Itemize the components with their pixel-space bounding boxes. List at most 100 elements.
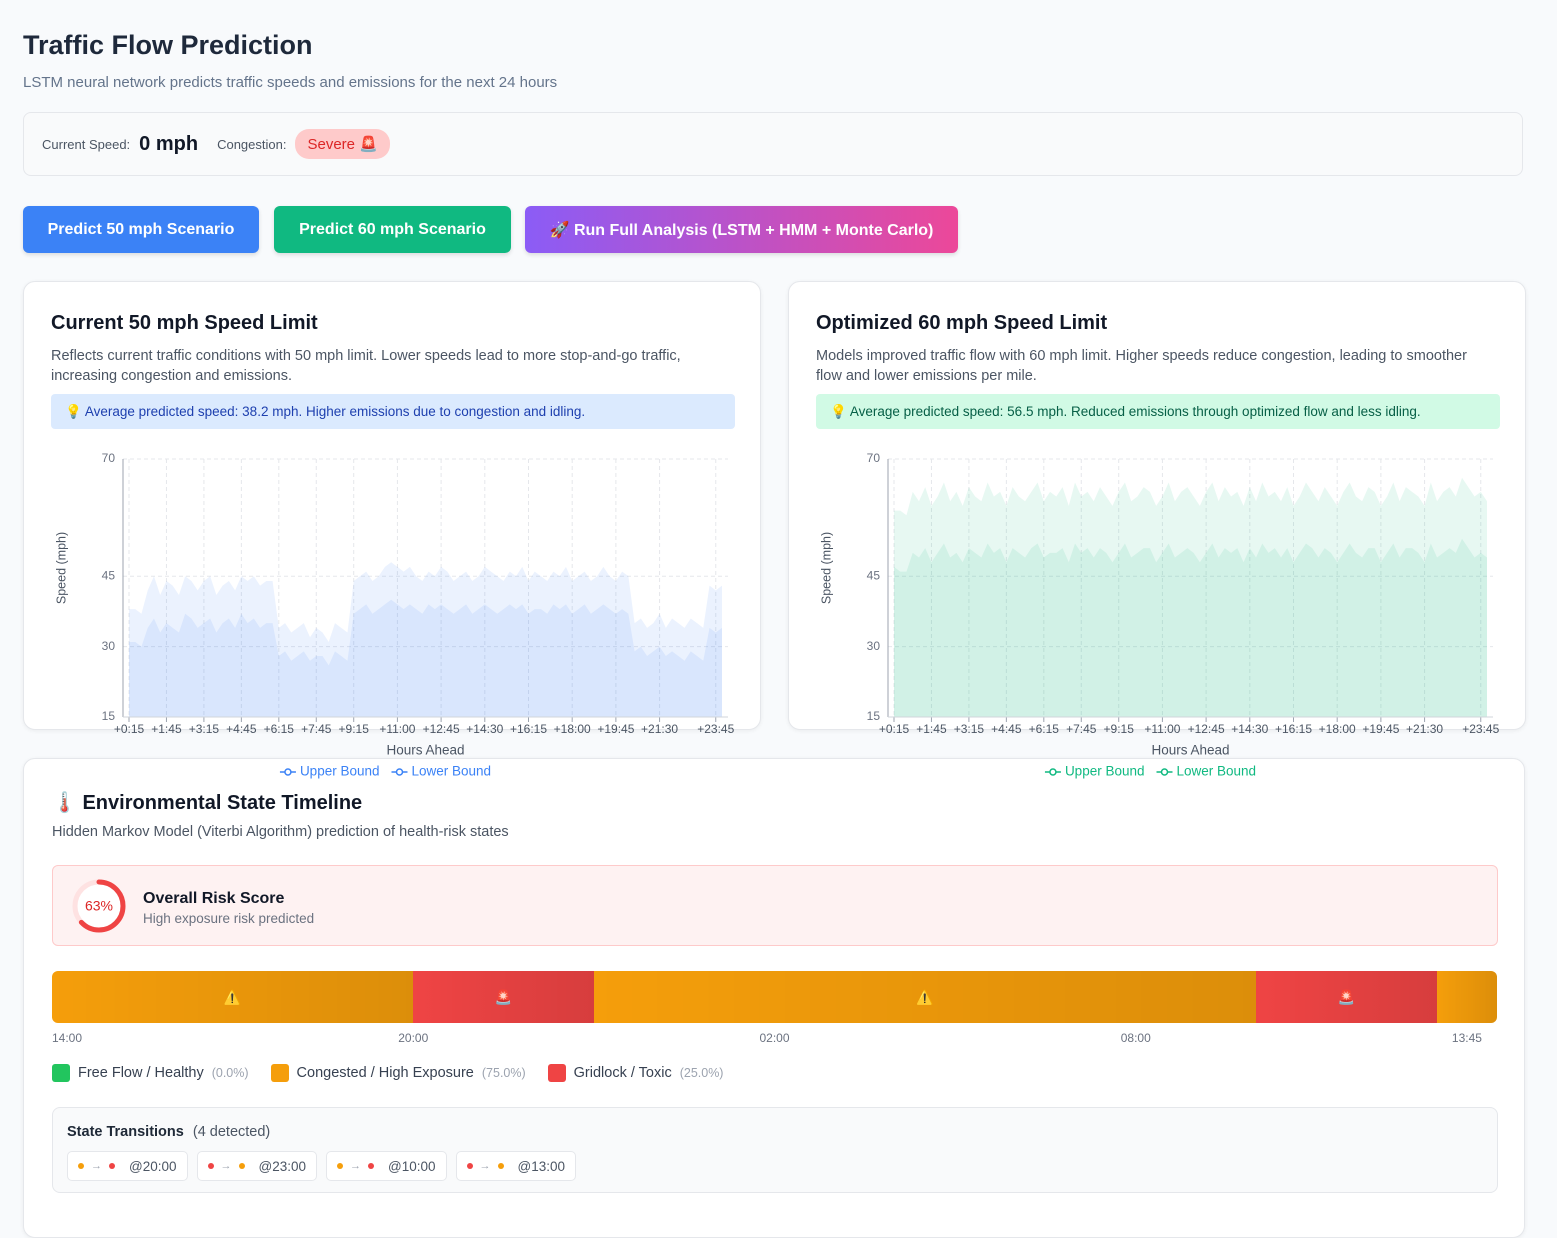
risk-subtitle: High exposure risk predicted [143, 911, 315, 926]
legend-share: (0.0%) [211, 1066, 249, 1080]
x-tick-label: +12:45 [1188, 722, 1225, 736]
x-tick-label: +6:15 [264, 722, 295, 736]
legend-swatch [547, 1064, 566, 1082]
state-dot [238, 1163, 245, 1169]
hmm-subtitle: Hidden Markov Model (Viterbi Algorithm) … [52, 824, 509, 840]
timeline-tick-label: 08:00 [1120, 1031, 1151, 1045]
chart-card: Current 50 mph Speed Limit Reflects curr… [23, 281, 761, 730]
x-tick-label: +14:30 [466, 722, 503, 736]
legend-item: Gridlock / Toxic (25.0%) [547, 1064, 723, 1082]
area [894, 477, 1487, 717]
legend-share: (75.0%) [481, 1066, 526, 1080]
area [894, 538, 1487, 717]
area [129, 599, 722, 717]
timeline-segment [1436, 971, 1497, 1023]
transition-arrow: → [350, 1160, 361, 1172]
transitions-title: State Transitions [67, 1124, 184, 1140]
chart-card: Optimized 60 mph Speed Limit Models impr… [788, 281, 1526, 730]
transition-time: @10:00 [388, 1158, 436, 1174]
x-tick-label: +7:45 [301, 722, 332, 736]
x-tick-label: +7:45 [1066, 722, 1097, 736]
x-tick-label: +18:00 [554, 722, 591, 736]
congestion-label: Congestion: [217, 136, 287, 152]
timeline-segment: ⚠️ [52, 971, 414, 1023]
button[interactable]: Predict 50 mph Scenario [23, 206, 259, 253]
area [129, 562, 722, 717]
legend-marker [1049, 768, 1057, 776]
y-tick-label: 30 [102, 639, 116, 653]
segment-icon: ⚠️ [223, 988, 242, 1005]
x-tick-label: +12:45 [423, 722, 460, 736]
card-title: Optimized 60 mph Speed Limit [816, 312, 1108, 334]
x-tick-label: +1:45 [916, 722, 947, 736]
y-tick-label: 15 [102, 709, 116, 723]
speed-label: Current Speed: [42, 136, 131, 152]
hmm-card: 🌡️ Environmental State Timeline Hidden M… [23, 758, 1525, 1238]
timeline-segment: 🚨 [1256, 971, 1437, 1023]
y-tick-label: 30 [867, 639, 881, 653]
x-tick-label: +1:45 [151, 722, 182, 736]
state-legend: Free Flow / Healthy (0.0%) Congested / Hig… [52, 1064, 723, 1082]
legend-label: Gridlock / Toxic [573, 1065, 672, 1081]
legend-item: Congested / High Exposure (75.0%) [270, 1064, 526, 1082]
legend: Upper Bound Lower Bound [279, 764, 492, 779]
x-tick-label: +19:45 [1362, 722, 1399, 736]
page-title: Traffic Flow Prediction [23, 30, 313, 60]
timeline-axis: 14:00 20:00 02:00 08:00 13:45 [52, 1031, 1497, 1047]
x-axis-title: Hours Ahead [1151, 743, 1229, 758]
x-axis-title: Hours Ahead [386, 743, 464, 758]
timeline-segment: ⚠️ [593, 971, 1257, 1023]
timeline-tick-label: 20:00 [398, 1031, 429, 1045]
transition-list: → @20:00 → @23:00 → @10:00 → @13:00 [67, 1151, 576, 1181]
legend: Upper Bound Lower Bound [1044, 764, 1256, 779]
transitions-count: (4 detected) [192, 1124, 271, 1140]
status-bar: Current Speed: 0 mph Congestion: Severe … [23, 112, 1523, 176]
speed-chart: 15 30 45 70 +0:15 +1:45 +3:15 +4:45 +6:15 +7:45 +9… [819, 451, 1499, 779]
x-tick-label: +16:15 [1275, 722, 1312, 736]
legend-label: Upper Bound [1065, 764, 1145, 779]
legend-label: Upper Bound [300, 764, 380, 779]
timeline-segment: 🚨 [413, 971, 594, 1023]
state-timeline: ⚠️ 🚨 ⚠️ 🚨 [52, 971, 1497, 1023]
x-tick-label: +3:15 [189, 722, 220, 736]
transition-time: @13:00 [517, 1158, 566, 1174]
button[interactable]: Predict 60 mph Scenario [274, 206, 511, 253]
segment-icon: 🚨 [1337, 988, 1356, 1005]
transition-chip: → @23:00 [196, 1151, 317, 1181]
y-axis-title: Speed (mph) [819, 532, 833, 604]
legend-label: Free Flow / Healthy [78, 1065, 204, 1081]
legend-label: Lower Bound [412, 764, 492, 779]
x-tick-label: +4:45 [226, 722, 257, 736]
y-tick-label: 45 [102, 568, 116, 582]
transition-time: @23:00 [258, 1158, 307, 1174]
state-dot [466, 1163, 473, 1169]
legend-swatch [270, 1064, 289, 1082]
page-subtitle: LSTM neural network predicts traffic spe… [23, 74, 558, 91]
state-dot [497, 1163, 504, 1169]
legend-marker [395, 768, 404, 776]
hmm-title: Environmental State Timeline [82, 792, 363, 814]
state-dot [207, 1163, 214, 1169]
y-axis-title: Speed (mph) [54, 532, 68, 604]
segment-icon: ⚠️ [916, 988, 934, 1005]
x-tick-label: +3:15 [954, 722, 985, 736]
legend-label: Congested / High Exposure [296, 1065, 474, 1081]
card-description: Models improved traffic flow with 60 mph… [816, 348, 1467, 384]
x-tick-label: +23:45 [1462, 722, 1499, 736]
x-tick-label: +16:15 [510, 722, 547, 736]
hmm-title-row: 🌡️ Environmental State Timeline [52, 790, 362, 815]
x-tick-label: +4:45 [991, 722, 1022, 736]
transition-arrow: → [91, 1160, 102, 1172]
button[interactable]: 🚀 Run Full Analysis (LSTM + HMM + Monte … [525, 206, 958, 253]
speed-value: 0 mph [139, 132, 199, 155]
x-tick-label: +6:15 [1029, 722, 1060, 736]
risk-gauge: 63% [72, 879, 126, 933]
card-description: Reflects current traffic conditions with… [51, 348, 681, 384]
x-tick-label: +23:45 [697, 722, 734, 736]
timeline-tick-label: 13:45 [1451, 1031, 1482, 1045]
x-tick-label: +9:15 [339, 722, 370, 736]
x-tick-label: +9:15 [1104, 722, 1135, 736]
x-tick-label: +19:45 [597, 722, 634, 736]
card-note: 💡 Average predicted speed: 38.2 mph. Hig… [51, 394, 735, 429]
card-title: Current 50 mph Speed Limit [51, 312, 318, 334]
